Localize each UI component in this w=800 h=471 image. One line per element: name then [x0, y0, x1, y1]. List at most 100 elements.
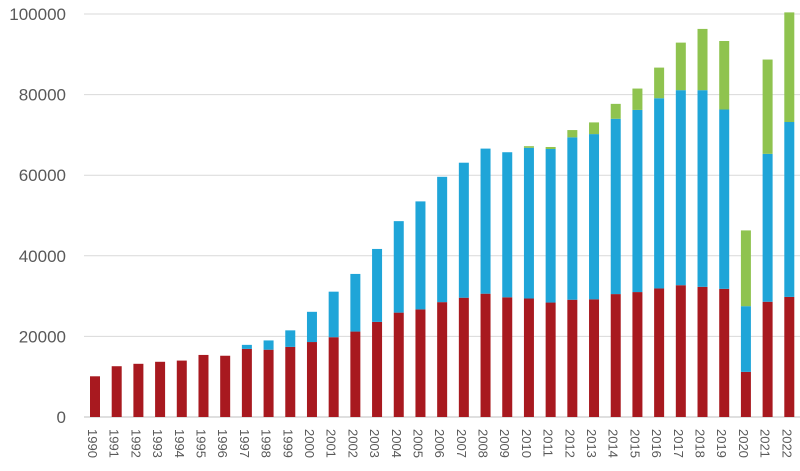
bar-segment-1	[220, 355, 231, 417]
bar-segment-2	[415, 201, 426, 310]
x-tick-label: 1997	[237, 429, 252, 458]
bar-segment-1	[675, 285, 686, 417]
x-tick-label: 1992	[128, 429, 143, 458]
bar-segment-1	[502, 297, 513, 417]
bar-segment-2	[350, 273, 361, 332]
x-tick-label: 1995	[193, 429, 208, 458]
bar-segment-2	[762, 153, 773, 302]
x-tick-label: 2012	[562, 429, 577, 458]
y-axis: 0 20000 40000 60000 80000 100000	[9, 5, 66, 427]
bar-segment-1	[610, 294, 621, 417]
bar-segment-2	[589, 134, 600, 300]
x-tick-label: 2019	[714, 429, 729, 458]
x-tick-label: 2020	[736, 429, 751, 458]
bar-segment-1	[90, 376, 100, 417]
bar-segment-1	[719, 288, 730, 417]
bar-segment-2	[458, 162, 469, 298]
bar-segment-1	[285, 346, 296, 417]
bar-segment-2	[480, 148, 491, 294]
x-tick-label: 2005	[410, 429, 425, 458]
bar-segment-1	[567, 299, 578, 417]
x-tick-label: 1994	[172, 429, 187, 458]
bar-segment-3	[610, 103, 621, 119]
bar-segment-2	[285, 330, 296, 347]
x-tick-label: 1991	[107, 429, 122, 458]
x-tick-label: 2017	[671, 429, 686, 458]
x-tick-label: 1998	[259, 429, 274, 458]
bar-segment-2	[675, 90, 686, 286]
bar-segment-2	[241, 344, 252, 349]
bar-segment-1	[480, 293, 491, 417]
x-tick-label: 2022	[779, 429, 794, 458]
bars-group	[90, 12, 795, 417]
y-tick-label: 0	[57, 408, 66, 427]
bar-segment-1	[762, 301, 773, 417]
x-tick-label: 2018	[693, 429, 708, 458]
x-tick-label: 2013	[584, 429, 599, 458]
x-tick-label: 1993	[150, 429, 165, 458]
bar-segment-3	[719, 41, 730, 110]
bar-segment-1	[176, 360, 187, 417]
y-tick-label: 60000	[19, 166, 66, 185]
bar-segment-3	[740, 230, 751, 307]
bar-segment-3	[675, 42, 686, 91]
bar-segment-2	[502, 152, 513, 298]
bar-segment-2	[719, 109, 730, 289]
x-tick-label: 2010	[519, 429, 534, 458]
x-tick-label: 2002	[345, 429, 360, 458]
x-tick-label: 2004	[389, 429, 404, 458]
y-tick-label: 80000	[19, 86, 66, 105]
bar-segment-2	[306, 311, 317, 343]
bar-segment-1	[133, 363, 144, 417]
bar-segment-1	[198, 354, 209, 417]
bar-segment-2	[632, 109, 643, 293]
bar-segment-3	[589, 122, 600, 135]
bar-segment-1	[654, 288, 665, 417]
bar-segment-2	[784, 122, 795, 297]
bar-segment-1	[784, 296, 795, 417]
bar-segment-1	[545, 302, 556, 417]
y-tick-label: 20000	[19, 327, 66, 346]
x-tick-label: 2021	[758, 429, 773, 458]
bar-segment-2	[372, 248, 383, 322]
x-tick-label: 1996	[215, 429, 230, 458]
bar-segment-2	[567, 137, 578, 300]
x-tick-label: 2003	[367, 429, 382, 458]
bar-segment-2	[610, 118, 621, 295]
bar-segment-1	[393, 312, 404, 417]
y-tick-label: 40000	[19, 247, 66, 266]
bar-segment-2	[437, 176, 448, 303]
bar-segment-1	[437, 302, 448, 417]
bar-segment-3	[545, 146, 556, 150]
x-tick-label: 2006	[432, 429, 447, 458]
bar-segment-1	[458, 297, 469, 417]
x-tick-label: 2016	[649, 429, 664, 458]
bar-segment-2	[545, 149, 556, 303]
bar-segment-3	[567, 130, 578, 138]
bar-segment-1	[111, 366, 122, 417]
bar-segment-3	[697, 28, 708, 91]
bar-segment-1	[740, 371, 751, 417]
x-tick-label: 2009	[497, 429, 512, 458]
bar-segment-1	[523, 298, 534, 417]
bar-segment-2	[654, 98, 665, 289]
bar-segment-3	[784, 12, 795, 123]
bar-segment-1	[415, 309, 426, 417]
x-tick-label: 1990	[85, 429, 100, 458]
x-tick-label: 2015	[627, 429, 642, 458]
bar-segment-1	[697, 286, 708, 417]
bar-segment-2	[328, 291, 339, 338]
bar-segment-3	[654, 67, 665, 99]
bar-segment-2	[697, 90, 708, 287]
bar-segment-2	[393, 221, 404, 313]
x-tick-label: 2001	[324, 429, 339, 458]
bar-segment-1	[632, 292, 643, 417]
x-tick-label: 2011	[541, 429, 556, 457]
bar-segment-3	[523, 146, 534, 148]
x-tick-label: 2008	[476, 429, 491, 458]
x-tick-label: 2007	[454, 429, 469, 458]
bar-segment-1	[155, 361, 166, 417]
bar-segment-1	[350, 331, 361, 417]
